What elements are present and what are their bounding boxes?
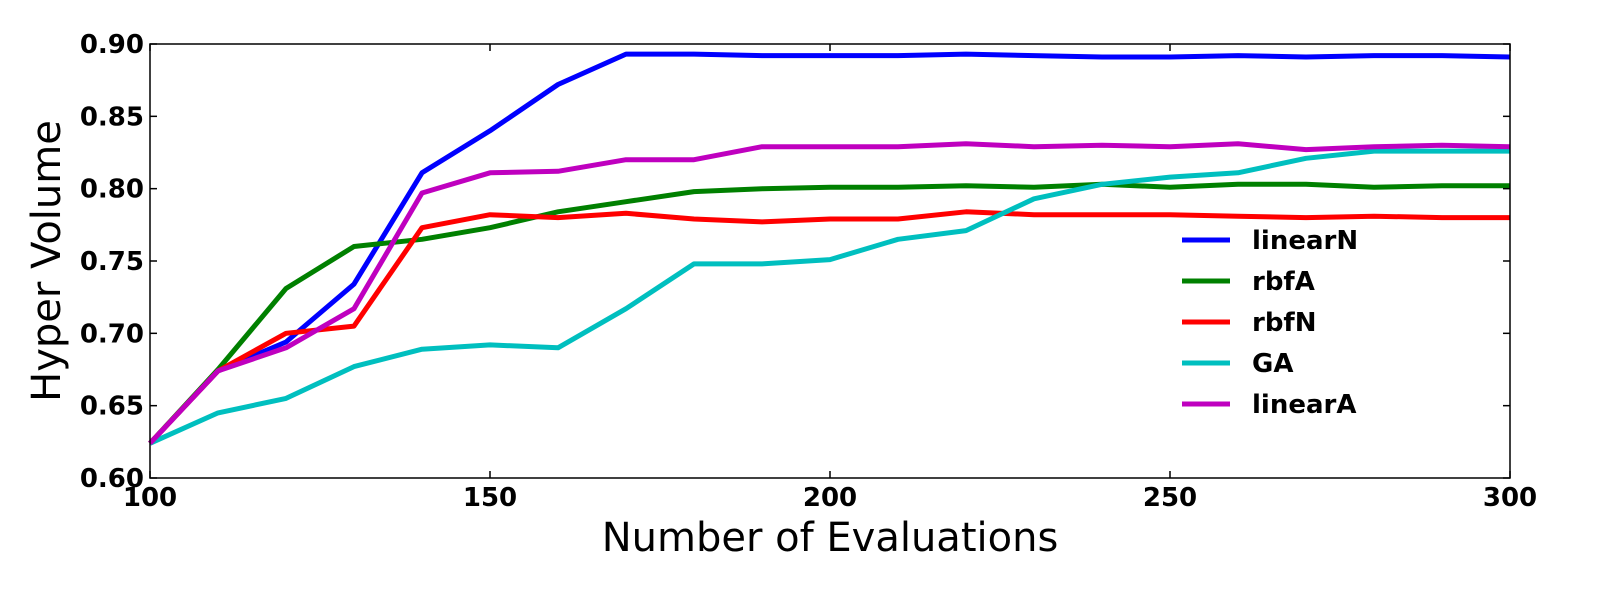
series-line-GA — [148, 148, 1510, 446]
x-tick-label: 100 — [123, 483, 177, 513]
legend-label-linearA: linearA — [1252, 390, 1356, 420]
y-tick-label: 0.70 — [80, 319, 144, 349]
series-line-linearN — [148, 51, 1511, 446]
y-tick-label: 0.85 — [80, 102, 144, 132]
legend-label-rbfN: rbfN — [1252, 308, 1317, 338]
x-tick-label: 150 — [463, 483, 517, 513]
series-line-rbfN — [148, 209, 1510, 446]
series-line-rbfA — [148, 181, 1510, 445]
x-tick-label: 300 — [1483, 483, 1537, 513]
series-line-linearA — [148, 141, 1511, 446]
series-layer — [148, 51, 1511, 446]
ticks-layer: 100 150 200 250 300 0.60 0.65 0.70 0.75 0.80 0.85 0… — [80, 30, 1537, 513]
legend-label-GA: GA — [1252, 349, 1293, 379]
y-tick-label: 0.90 — [80, 30, 144, 60]
y-tick-label: 0.80 — [80, 175, 144, 205]
legend-label-linearN: linearN — [1252, 226, 1358, 256]
x-tick-label: 250 — [1143, 483, 1197, 513]
x-axis-label: Number of Evaluations — [602, 515, 1059, 561]
legend-label-rbfA: rbfA — [1252, 267, 1315, 297]
y-tick-label: 0.60 — [80, 464, 144, 494]
y-tick-label: 0.75 — [80, 247, 144, 277]
x-tick-label: 200 — [803, 483, 857, 513]
y-tick-label: 0.65 — [80, 392, 144, 422]
legend: linearN rbfA rbfN GA linearA — [1182, 226, 1358, 420]
y-axis-label: Hyper Volume — [24, 120, 70, 402]
